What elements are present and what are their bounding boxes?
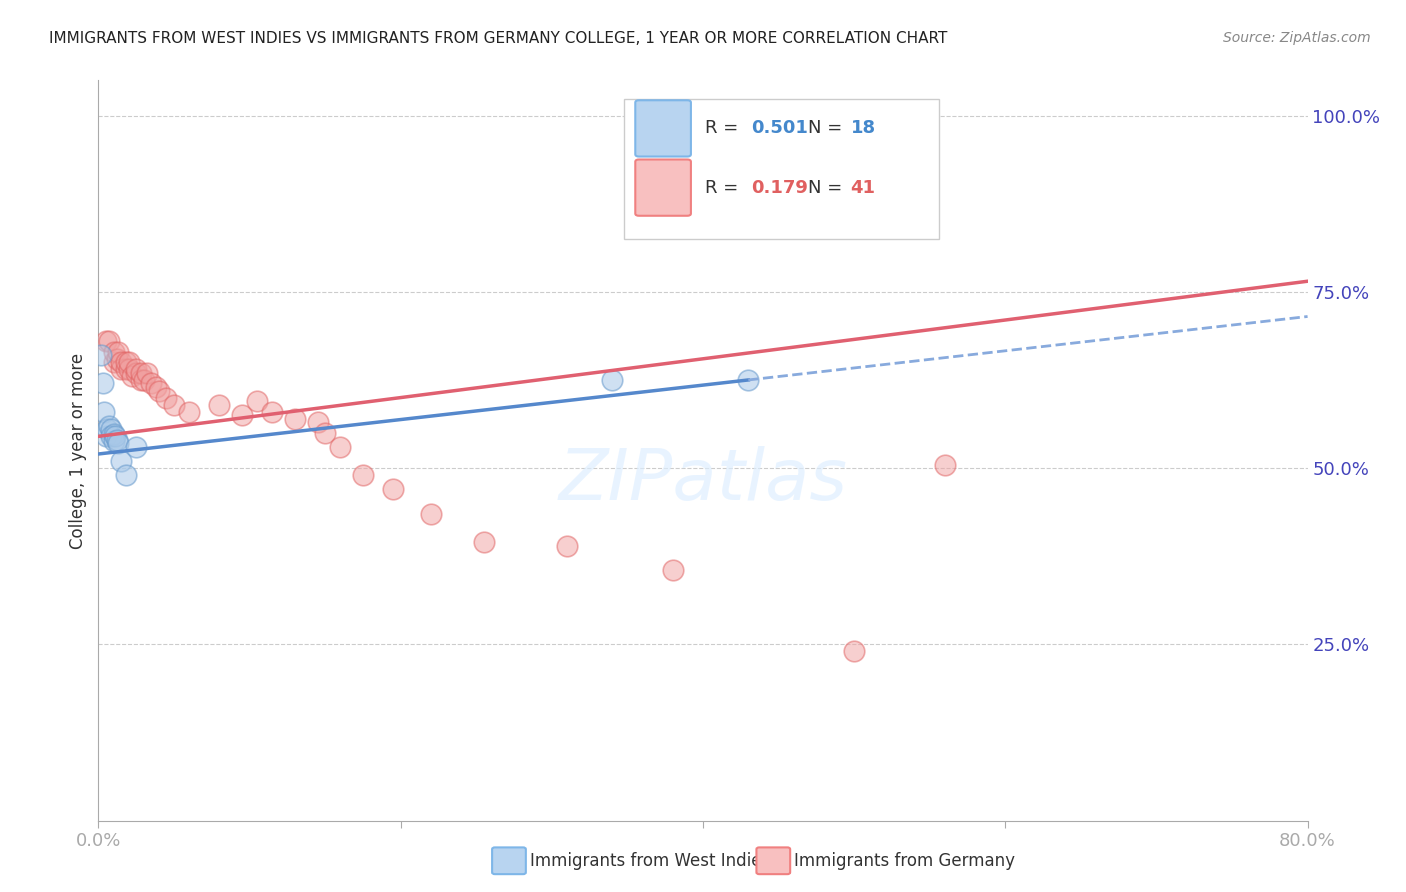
- Point: [284, 411, 307, 425]
- Point: [148, 384, 170, 398]
- Text: Immigrants from West Indies: Immigrants from West Indies: [530, 852, 770, 870]
- Text: Source: ZipAtlas.com: Source: ZipAtlas.com: [1223, 31, 1371, 45]
- Point: [105, 433, 128, 447]
- Point: [246, 394, 269, 409]
- Point: [121, 369, 143, 384]
- Point: [382, 482, 405, 496]
- Point: [90, 348, 112, 362]
- Point: [114, 468, 136, 483]
- Point: [314, 425, 336, 440]
- Point: [110, 362, 132, 376]
- Point: [555, 539, 578, 553]
- Point: [105, 351, 128, 366]
- Point: [208, 398, 231, 412]
- Point: [934, 458, 956, 472]
- Point: [163, 398, 186, 412]
- Text: N =: N =: [808, 178, 848, 196]
- FancyBboxPatch shape: [624, 99, 939, 239]
- Point: [262, 405, 284, 419]
- Point: [661, 563, 683, 577]
- Point: [352, 468, 374, 483]
- Point: [472, 535, 495, 549]
- Point: [110, 454, 132, 468]
- Point: [118, 355, 141, 369]
- Point: [94, 429, 117, 443]
- Point: [125, 440, 148, 454]
- Point: [420, 507, 443, 521]
- Point: [104, 429, 127, 443]
- Point: [737, 373, 759, 387]
- Point: [125, 362, 148, 376]
- Point: [114, 362, 136, 376]
- Point: [107, 436, 129, 450]
- Text: R =: R =: [706, 178, 744, 196]
- Text: N =: N =: [808, 120, 848, 137]
- Point: [844, 644, 866, 658]
- Point: [155, 391, 177, 405]
- Point: [110, 355, 132, 369]
- FancyBboxPatch shape: [636, 160, 690, 216]
- Point: [129, 366, 152, 380]
- Point: [100, 429, 122, 443]
- Point: [129, 373, 152, 387]
- Text: ZIPatlas: ZIPatlas: [558, 446, 848, 515]
- Point: [94, 334, 117, 348]
- Point: [98, 418, 121, 433]
- Y-axis label: College, 1 year or more: College, 1 year or more: [69, 352, 87, 549]
- Point: [179, 405, 201, 419]
- Point: [103, 344, 125, 359]
- Point: [91, 376, 114, 391]
- Text: R =: R =: [706, 120, 744, 137]
- Point: [98, 334, 121, 348]
- Point: [602, 373, 624, 387]
- Point: [100, 422, 122, 436]
- Point: [231, 408, 253, 422]
- Point: [103, 434, 125, 449]
- Point: [307, 415, 329, 429]
- Point: [118, 362, 141, 376]
- Point: [141, 376, 163, 391]
- Point: [103, 427, 125, 442]
- Text: Immigrants from Germany: Immigrants from Germany: [794, 852, 1015, 870]
- Text: 0.179: 0.179: [751, 178, 808, 196]
- Point: [103, 355, 125, 369]
- Point: [93, 405, 115, 419]
- Point: [114, 355, 136, 369]
- Point: [96, 422, 118, 436]
- Point: [132, 373, 155, 387]
- Text: 0.501: 0.501: [751, 120, 808, 137]
- Point: [329, 440, 352, 454]
- Point: [135, 366, 157, 380]
- Text: 41: 41: [851, 178, 876, 196]
- Text: IMMIGRANTS FROM WEST INDIES VS IMMIGRANTS FROM GERMANY COLLEGE, 1 YEAR OR MORE C: IMMIGRANTS FROM WEST INDIES VS IMMIGRANT…: [49, 31, 948, 46]
- Text: 18: 18: [851, 120, 876, 137]
- Point: [107, 344, 129, 359]
- FancyBboxPatch shape: [636, 100, 690, 156]
- Point: [145, 380, 167, 394]
- Point: [125, 366, 148, 380]
